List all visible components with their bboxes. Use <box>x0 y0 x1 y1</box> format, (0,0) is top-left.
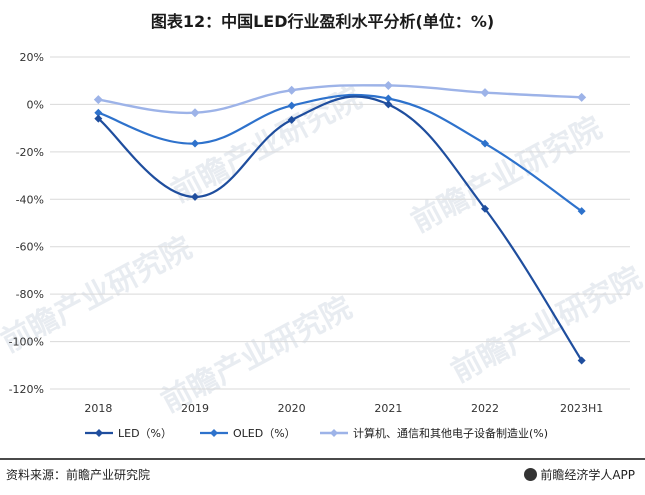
data-point-0 <box>191 192 199 201</box>
data-point-1 <box>287 101 296 110</box>
legend-swatch-marker <box>95 429 103 437</box>
x-tick-label: 2020 <box>278 402 306 415</box>
data-point-0 <box>94 114 103 123</box>
y-tick-label: -20% <box>16 146 44 159</box>
brand-text: 前瞻经济学人APP <box>540 468 635 482</box>
brand-label: 前瞻经济学人APP <box>524 466 635 483</box>
source-note: 资料来源：前瞻产业研究院 <box>6 468 151 482</box>
data-point-0 <box>384 100 393 109</box>
data-point-2 <box>383 80 393 90</box>
y-tick-label: -80% <box>16 288 44 301</box>
y-tick-label: 20% <box>20 51 44 64</box>
legend-swatch-marker <box>210 429 218 437</box>
line-chart: 20% 0% -20% -40% -60% -80% -100% -120% 2018 2019… <box>9 51 630 440</box>
x-axis-ticks: 2018 2019 2020 2021 2022 2023H1 <box>84 402 603 415</box>
y-tick-label: 0% <box>27 98 44 111</box>
footer-divider <box>0 458 645 460</box>
data-point-2 <box>190 108 200 118</box>
data-point-1 <box>577 207 586 216</box>
legend-label: 计算机、通信和其他电子设备制造业(%) <box>353 426 548 440</box>
legend-label: LED（%） <box>118 427 172 440</box>
series-line-2 <box>98 84 582 115</box>
data-point-2 <box>577 92 587 102</box>
x-tick-label: 2021 <box>374 402 402 415</box>
brand-logo-icon <box>524 468 538 481</box>
data-point-2 <box>287 85 297 95</box>
data-point-1 <box>481 139 489 148</box>
data-point-0 <box>481 204 489 213</box>
data-point-1 <box>384 94 393 103</box>
legend-swatch-marker <box>330 429 338 437</box>
legend-label: OLED（%） <box>233 427 296 440</box>
chart-title: 图表12：中国LED行业盈利水平分析(单位：%) <box>150 12 495 31</box>
data-point-2 <box>93 95 103 105</box>
y-axis-ticks: 20% 0% -20% -40% -60% -80% -100% -120% <box>9 51 44 396</box>
data-point-1 <box>191 139 199 148</box>
x-tick-label: 2022 <box>471 402 499 415</box>
series-line-0 <box>97 95 583 362</box>
y-tick-label: -120% <box>9 383 44 396</box>
data-point-0 <box>287 115 296 124</box>
y-tick-label: -40% <box>16 193 44 206</box>
legend: LED（%） OLED（%） 计算机、通信和其他电子设备制造业(%) <box>85 426 548 440</box>
series-line-1 <box>97 93 583 213</box>
x-tick-label: 2023H1 <box>560 402 603 415</box>
x-tick-label: 2018 <box>84 402 112 415</box>
y-tick-label: -100% <box>9 336 44 349</box>
data-point-0 <box>577 356 586 365</box>
y-tick-label: -60% <box>16 241 44 254</box>
data-point-1 <box>94 108 103 117</box>
data-point-2 <box>480 88 490 98</box>
gridlines <box>50 56 630 390</box>
x-tick-label: 2019 <box>181 402 209 415</box>
series-group <box>93 80 587 365</box>
